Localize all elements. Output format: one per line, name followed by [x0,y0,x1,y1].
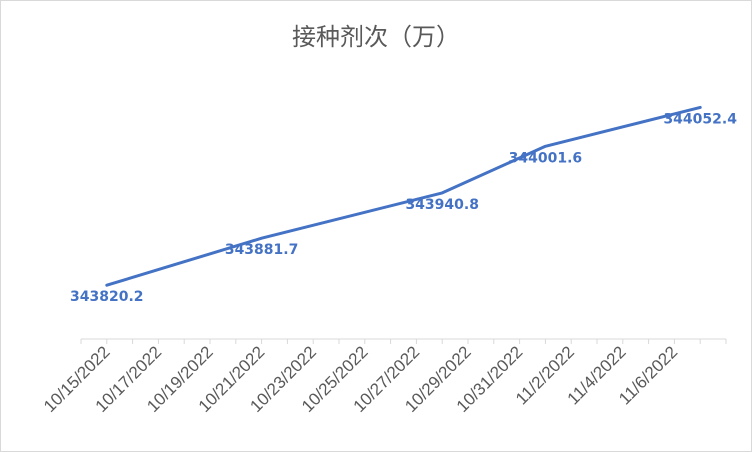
data-label: 344052.4 [663,111,737,127]
data-label: 343940.8 [405,197,479,213]
data-label: 344001.6 [509,150,583,166]
data-label: 343881.7 [225,242,299,258]
series-line [105,105,702,287]
data-label: 343820.2 [70,289,144,305]
chart-title: 接种剂次（万） [292,23,460,51]
